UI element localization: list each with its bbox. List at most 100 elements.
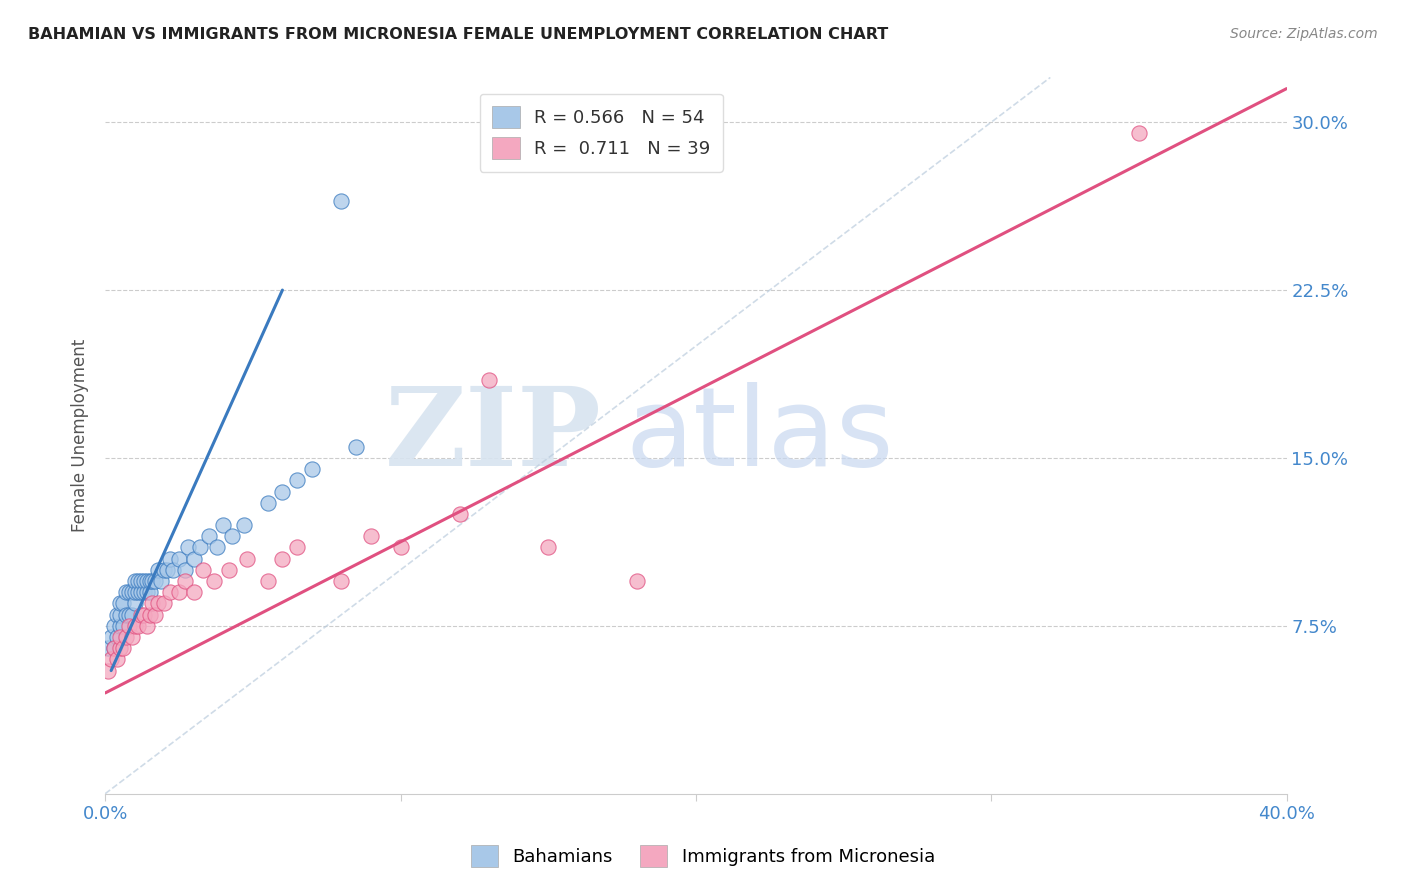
Point bbox=[285, 473, 308, 487]
Point bbox=[124, 619, 146, 633]
Point bbox=[330, 194, 353, 208]
Point bbox=[197, 529, 219, 543]
Text: BAHAMIAN VS IMMIGRANTS FROM MICRONESIA FEMALE UNEMPLOYMENT CORRELATION CHART: BAHAMIAN VS IMMIGRANTS FROM MICRONESIA F… bbox=[28, 27, 889, 42]
Point bbox=[108, 641, 131, 656]
Point bbox=[124, 574, 146, 588]
Text: ZIP: ZIP bbox=[385, 382, 602, 489]
Point bbox=[129, 585, 152, 599]
Point bbox=[124, 596, 146, 610]
Point bbox=[121, 585, 143, 599]
Point bbox=[218, 563, 240, 577]
Point bbox=[132, 574, 155, 588]
Point bbox=[183, 551, 205, 566]
Point bbox=[97, 641, 120, 656]
Point bbox=[162, 563, 184, 577]
Point bbox=[121, 630, 143, 644]
Point bbox=[188, 541, 211, 555]
Point bbox=[183, 585, 205, 599]
Point bbox=[111, 619, 134, 633]
Point bbox=[145, 607, 167, 622]
Point bbox=[111, 641, 134, 656]
Point bbox=[537, 541, 560, 555]
Point bbox=[115, 630, 138, 644]
Point bbox=[103, 619, 125, 633]
Point bbox=[271, 551, 294, 566]
Point bbox=[174, 563, 197, 577]
Y-axis label: Female Unemployment: Female Unemployment bbox=[72, 339, 89, 533]
Point bbox=[207, 541, 229, 555]
Point bbox=[330, 574, 353, 588]
Point bbox=[271, 484, 294, 499]
Point bbox=[115, 607, 138, 622]
Point bbox=[118, 585, 141, 599]
Point bbox=[145, 574, 167, 588]
Point bbox=[449, 507, 471, 521]
Point bbox=[153, 596, 176, 610]
Point bbox=[100, 652, 122, 666]
Point bbox=[129, 607, 152, 622]
Point bbox=[167, 551, 190, 566]
Point bbox=[103, 641, 125, 656]
Point bbox=[344, 440, 367, 454]
Point bbox=[108, 596, 131, 610]
Point bbox=[191, 563, 214, 577]
Point bbox=[124, 585, 146, 599]
Point bbox=[236, 551, 259, 566]
Point bbox=[118, 619, 141, 633]
Text: atlas: atlas bbox=[626, 382, 894, 489]
Point bbox=[135, 574, 157, 588]
Point bbox=[148, 563, 170, 577]
Point bbox=[111, 596, 134, 610]
Point bbox=[153, 563, 176, 577]
Point bbox=[159, 551, 181, 566]
Legend: Bahamians, Immigrants from Micronesia: Bahamians, Immigrants from Micronesia bbox=[464, 838, 942, 874]
Legend: R = 0.566   N = 54, R =  0.711   N = 39: R = 0.566 N = 54, R = 0.711 N = 39 bbox=[479, 94, 723, 172]
Point bbox=[301, 462, 323, 476]
Point bbox=[360, 529, 382, 543]
Point bbox=[626, 574, 648, 588]
Point bbox=[1128, 127, 1150, 141]
Point bbox=[105, 607, 128, 622]
Point bbox=[150, 574, 173, 588]
Point bbox=[167, 585, 190, 599]
Point bbox=[115, 585, 138, 599]
Point bbox=[478, 373, 501, 387]
Point bbox=[132, 607, 155, 622]
Point bbox=[233, 518, 256, 533]
Point bbox=[100, 630, 122, 644]
Point bbox=[118, 607, 141, 622]
Point bbox=[138, 585, 160, 599]
Point bbox=[212, 518, 235, 533]
Point bbox=[177, 541, 200, 555]
Point bbox=[132, 585, 155, 599]
Point bbox=[221, 529, 243, 543]
Point bbox=[127, 619, 149, 633]
Point bbox=[108, 619, 131, 633]
Point bbox=[389, 541, 412, 555]
Point bbox=[138, 574, 160, 588]
Point bbox=[256, 496, 278, 510]
Point bbox=[129, 574, 152, 588]
Point bbox=[159, 585, 181, 599]
Point bbox=[103, 641, 125, 656]
Point bbox=[141, 596, 163, 610]
Point bbox=[108, 630, 131, 644]
Point bbox=[105, 630, 128, 644]
Point bbox=[127, 574, 149, 588]
Point bbox=[256, 574, 278, 588]
Point bbox=[135, 585, 157, 599]
Point bbox=[121, 607, 143, 622]
Point bbox=[285, 541, 308, 555]
Text: Source: ZipAtlas.com: Source: ZipAtlas.com bbox=[1230, 27, 1378, 41]
Point bbox=[135, 619, 157, 633]
Point bbox=[108, 607, 131, 622]
Point bbox=[127, 585, 149, 599]
Point bbox=[105, 652, 128, 666]
Point bbox=[138, 607, 160, 622]
Point bbox=[141, 574, 163, 588]
Point bbox=[204, 574, 226, 588]
Point bbox=[156, 563, 179, 577]
Point bbox=[148, 596, 170, 610]
Point bbox=[97, 664, 120, 678]
Point bbox=[174, 574, 197, 588]
